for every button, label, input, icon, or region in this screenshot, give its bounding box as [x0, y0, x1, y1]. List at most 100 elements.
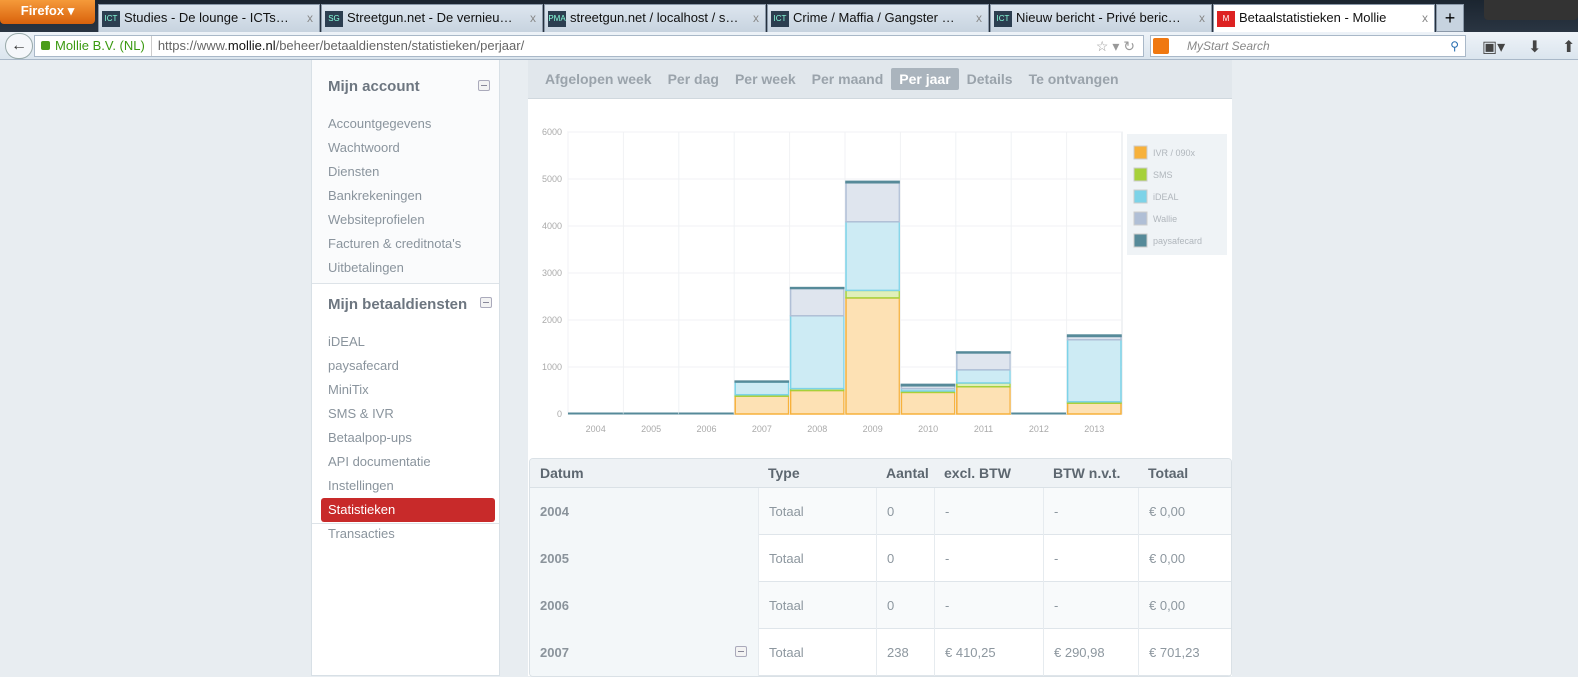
column-header[interactable]: Datum — [540, 465, 584, 481]
collapse-icon[interactable] — [735, 646, 747, 657]
collapse-icon[interactable] — [480, 297, 492, 308]
sidebar-item[interactable]: Diensten — [328, 164, 380, 179]
cell-text: € 0,00 — [1149, 504, 1186, 519]
browser-tab[interactable]: SG Streetgun.net - De vernieuwde v... x — [321, 4, 543, 32]
period-tab[interactable]: Per jaar — [891, 68, 959, 90]
cell-text: Totaal — [769, 598, 804, 613]
column-header[interactable]: Totaal — [1148, 465, 1189, 481]
browser-tab[interactable]: M Betaalstatistieken - Mollie x — [1213, 4, 1435, 32]
browser-tab[interactable]: ICT Studies - De lounge - ICTscripters x — [98, 4, 320, 32]
sidebar-item[interactable]: Accountgegevens — [328, 116, 432, 131]
sidebar-item[interactable]: iDEAL — [328, 334, 365, 349]
period-tab[interactable]: Te ontvangen — [1028, 71, 1119, 87]
close-tab-icon[interactable]: x — [753, 11, 759, 25]
navigation-bar: ← Mollie B.V. (NL) https://www.mollie.nl… — [0, 32, 1578, 60]
close-tab-icon[interactable]: x — [1422, 11, 1428, 25]
table-cell: Totaal — [758, 535, 876, 582]
table-cell: Totaal — [758, 629, 876, 676]
legend-label: iDEAL — [1153, 192, 1179, 202]
sidebar-item[interactable]: SMS & IVR — [328, 406, 394, 421]
browser-tab[interactable]: ICT Crime / Maffia / Gangster Site w... x — [767, 4, 989, 32]
y-tick-label: 2000 — [542, 315, 562, 325]
sidebar-item[interactable]: Transacties — [328, 526, 395, 541]
download-icon[interactable]: ⬇ — [1528, 39, 1542, 56]
sidebar-item[interactable]: Bankrekeningen — [328, 188, 422, 203]
favicon-icon: M — [1217, 11, 1235, 27]
legend-swatch — [1133, 233, 1148, 248]
column-header[interactable]: Aantal — [886, 465, 929, 481]
main-content: Afgelopen week Per dag Per week Per maand Pe… — [528, 60, 1232, 677]
tab-title: Streetgun.net - De vernieuwde v... — [347, 10, 517, 25]
firefox-menu-button[interactable]: Firefox ▾ — [0, 0, 95, 24]
period-tab[interactable]: Per dag — [667, 71, 719, 87]
bar-segment — [734, 381, 790, 396]
legend-swatch — [1133, 167, 1148, 182]
url-text[interactable]: https://www.mollie.nl/beheer/betaaldiens… — [157, 38, 525, 53]
x-tick-label: 2006 — [696, 424, 716, 434]
table-cell: € 0,00 — [1138, 488, 1223, 535]
collapse-icon[interactable] — [478, 80, 490, 91]
sidebar-item[interactable]: API documentatie — [328, 454, 431, 469]
period-tab[interactable]: Per week — [734, 71, 796, 87]
search-icon[interactable]: ⚲ — [1450, 39, 1459, 53]
table-cell: 2005 — [530, 535, 758, 582]
cell-text: - — [945, 598, 950, 613]
bar-segment — [734, 395, 790, 415]
legend-label: paysafecard — [1153, 236, 1202, 246]
sidebar-item[interactable]: Facturen & creditnota's — [328, 236, 462, 251]
bar-segment — [623, 412, 679, 415]
close-tab-icon[interactable]: x — [307, 11, 313, 25]
sidebar-item[interactable]: MiniTix — [328, 382, 369, 397]
table-cell: € 0,00 — [1138, 582, 1223, 629]
home-icon[interactable]: ⬆ — [1562, 39, 1576, 56]
table-cell: € 290,98 — [1043, 629, 1138, 676]
x-tick-label: 2005 — [641, 424, 661, 434]
column-header[interactable]: Type — [768, 465, 800, 481]
period-tabs: Afgelopen week Per dag Per week Per maand Pe… — [528, 60, 1232, 99]
url-bar[interactable]: Mollie B.V. (NL) https://www.mollie.nl/b… — [34, 35, 1144, 57]
new-tab-button[interactable]: + — [1436, 4, 1464, 32]
dropdown-icon[interactable]: ▾ — [1112, 38, 1120, 54]
sidebar-item[interactable]: Betaalpop-ups — [328, 430, 412, 445]
back-arrow-icon[interactable]: ← — [5, 33, 33, 59]
x-tick-label: 2011 — [974, 424, 993, 434]
close-tab-icon[interactable]: x — [1199, 11, 1205, 25]
reload-icon[interactable]: ↻ — [1123, 38, 1135, 54]
period-tab[interactable]: Per maand — [811, 71, 884, 87]
cell-text: - — [1054, 598, 1059, 613]
column-header[interactable]: BTW n.v.t. — [1053, 465, 1121, 481]
close-tab-icon[interactable]: x — [530, 11, 536, 25]
bar-segment — [1066, 338, 1122, 403]
bar-segment — [956, 369, 1011, 384]
sidebar-item[interactable]: Websiteprofielen — [328, 212, 425, 227]
x-tick-label: 2012 — [1029, 424, 1049, 434]
table-cell: - — [1043, 488, 1138, 535]
cell-text: € 290,98 — [1054, 645, 1105, 660]
sidebar-item[interactable]: Instellingen — [328, 478, 394, 493]
browser-tab[interactable]: ICT Nieuw bericht - Privé berichten -... x — [990, 4, 1212, 32]
browser-tab-bar: Firefox ▾ ICT Studies - De lounge - ICTsc… — [0, 0, 1578, 32]
bookmark-star-icon[interactable]: ☆ — [1095, 38, 1109, 54]
window-controls[interactable] — [1484, 0, 1578, 20]
period-tab[interactable]: Details — [966, 71, 1013, 87]
close-tab-icon[interactable]: x — [976, 11, 982, 25]
bar-segment — [789, 389, 845, 415]
sidebar-item[interactable]: Wachtwoord — [328, 140, 400, 155]
legend-label: Wallie — [1153, 214, 1177, 224]
period-tab[interactable]: Afgelopen week — [545, 71, 652, 87]
table-cell: 2004 — [530, 488, 758, 535]
bookmarks-icon[interactable]: ▣▾ — [1482, 39, 1506, 56]
cell-text: - — [945, 504, 950, 519]
browser-tab[interactable]: PMA streetgun.net / localhost / street...… — [544, 4, 766, 32]
table-cell: Totaal — [758, 488, 876, 535]
site-identity[interactable]: Mollie B.V. (NL) — [39, 36, 152, 56]
sidebar: Mijn account Mijn betaaldiensten Account… — [311, 60, 500, 676]
sidebar-item[interactable]: Uitbetalingen — [328, 260, 404, 275]
search-engine-icon[interactable] — [1153, 38, 1169, 54]
sidebar-item[interactable]: paysafecard — [328, 358, 399, 373]
bar-segment — [956, 351, 1011, 354]
sidebar-item[interactable]: Statistieken — [321, 498, 495, 522]
search-input[interactable]: MyStart Search ⚲ — [1150, 35, 1466, 57]
column-header[interactable]: excl. BTW — [944, 465, 1011, 481]
cell-text: 2007 — [540, 645, 569, 660]
